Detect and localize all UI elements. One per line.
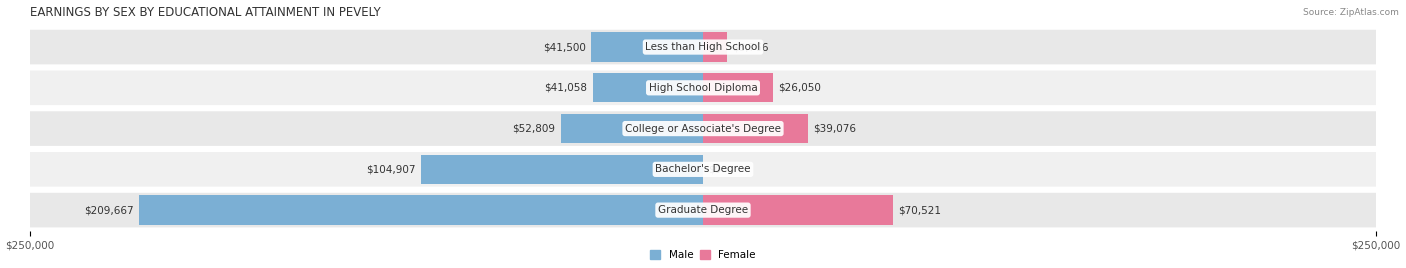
- Bar: [561, 114, 703, 143]
- Bar: [592, 73, 703, 102]
- Text: $8,766: $8,766: [733, 42, 769, 52]
- Text: Graduate Degree: Graduate Degree: [658, 205, 748, 215]
- Bar: [703, 73, 773, 102]
- FancyBboxPatch shape: [24, 69, 1382, 106]
- Text: $104,907: $104,907: [366, 164, 415, 174]
- Bar: [703, 32, 727, 62]
- Text: Source: ZipAtlas.com: Source: ZipAtlas.com: [1303, 8, 1399, 17]
- Text: $209,667: $209,667: [84, 205, 134, 215]
- Bar: [592, 32, 703, 62]
- Text: $0: $0: [709, 164, 721, 174]
- Legend: Male, Female: Male, Female: [648, 248, 758, 262]
- FancyBboxPatch shape: [24, 110, 1382, 147]
- Text: $39,076: $39,076: [814, 124, 856, 133]
- Text: $52,809: $52,809: [513, 124, 555, 133]
- Bar: [703, 114, 808, 143]
- Bar: [139, 195, 703, 225]
- Bar: [703, 195, 893, 225]
- Text: $26,050: $26,050: [779, 83, 821, 93]
- FancyBboxPatch shape: [24, 151, 1382, 188]
- Text: College or Associate's Degree: College or Associate's Degree: [626, 124, 780, 133]
- Text: High School Diploma: High School Diploma: [648, 83, 758, 93]
- Text: Bachelor's Degree: Bachelor's Degree: [655, 164, 751, 174]
- Text: EARNINGS BY SEX BY EDUCATIONAL ATTAINMENT IN PEVELY: EARNINGS BY SEX BY EDUCATIONAL ATTAINMEN…: [30, 6, 381, 18]
- Text: $70,521: $70,521: [898, 205, 941, 215]
- FancyBboxPatch shape: [24, 192, 1382, 228]
- FancyBboxPatch shape: [24, 29, 1382, 65]
- Text: $41,500: $41,500: [543, 42, 586, 52]
- Bar: [420, 155, 703, 184]
- Text: $41,058: $41,058: [544, 83, 588, 93]
- Text: Less than High School: Less than High School: [645, 42, 761, 52]
